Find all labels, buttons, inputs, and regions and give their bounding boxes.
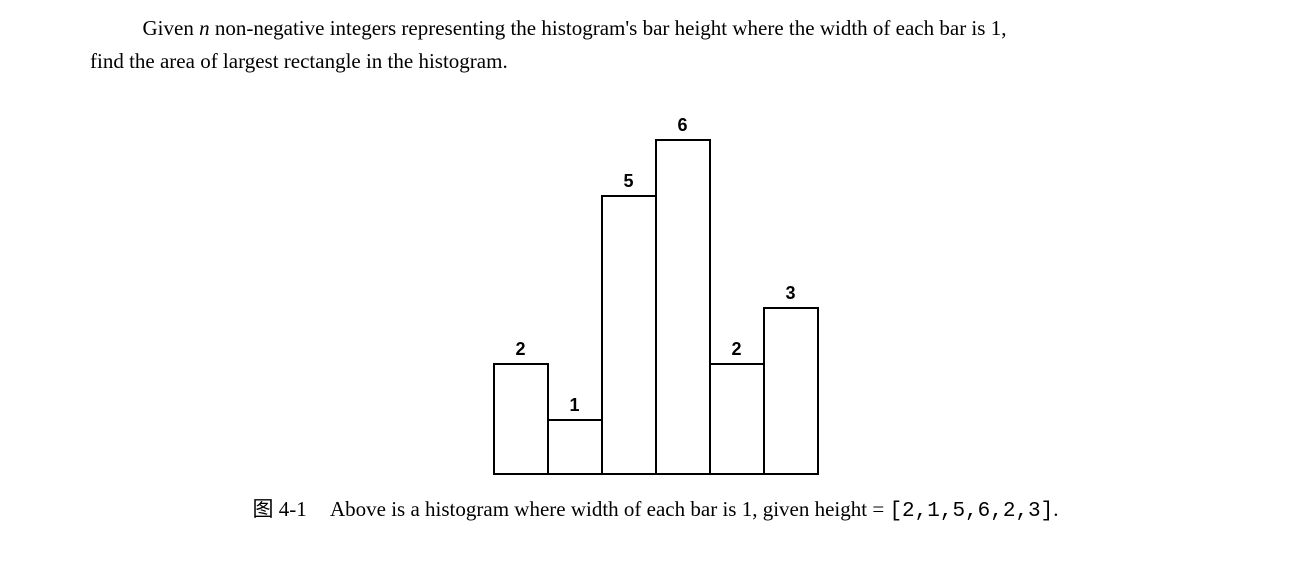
page: Given n non-negative integers representi…	[0, 0, 1311, 569]
variable-n: n	[199, 16, 210, 40]
chart-container: 215623	[90, 105, 1221, 475]
bar: 2	[493, 363, 549, 475]
figure-caption: 图 4-1 Above is a histogram where width o…	[90, 493, 1221, 523]
bar-value-label: 2	[731, 339, 741, 360]
bar-value-label: 1	[569, 395, 579, 416]
bar: 1	[547, 419, 603, 475]
problem-line1-prefix: Given	[143, 16, 200, 40]
bar: 5	[601, 195, 657, 475]
bar-value-label: 5	[623, 171, 633, 192]
caption-text-after: .	[1053, 497, 1058, 521]
bar-value-label: 2	[515, 339, 525, 360]
bar-value-label: 3	[785, 283, 795, 304]
histogram-chart: 215623	[493, 105, 819, 475]
bar: 2	[709, 363, 765, 475]
bar-value-label: 6	[677, 115, 687, 136]
problem-line-1: Given n non-negative integers representi…	[90, 12, 1221, 45]
problem-line1-rest: non-negative integers representing the h…	[210, 16, 1007, 40]
problem-statement: Given n non-negative integers representi…	[90, 12, 1221, 77]
caption-text-before: Above is a histogram where width of each…	[330, 497, 889, 521]
caption-prefix: 图 4-1	[252, 497, 306, 521]
bars-group: 215623	[493, 139, 819, 475]
caption-code: [2,1,5,6,2,3]	[889, 500, 1053, 523]
bar: 6	[655, 139, 711, 475]
bar: 3	[763, 307, 819, 475]
problem-line-2: find the area of largest rectangle in th…	[90, 45, 1221, 78]
